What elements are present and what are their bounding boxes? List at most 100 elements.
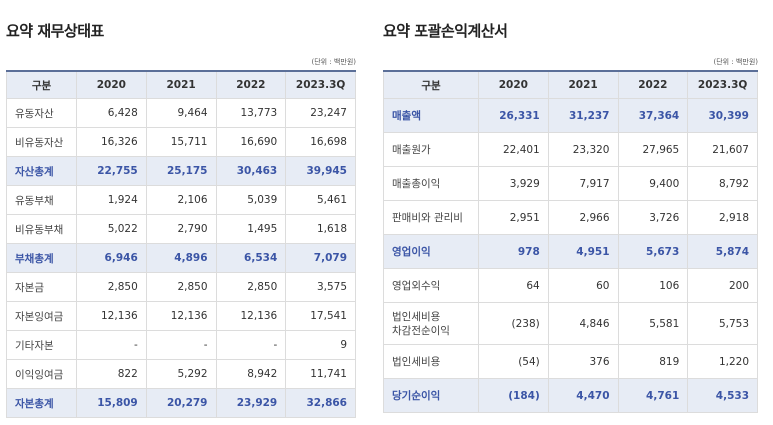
- value-cell: 5,292: [145, 359, 217, 389]
- income-statement-unit: (단위 : 백만원): [713, 58, 758, 66]
- value-cell: 819: [617, 344, 689, 379]
- value-cell: 27,965: [617, 132, 689, 167]
- header-cell: 2021: [145, 70, 217, 99]
- income-statement-table: 구분 2020 2021 2022 2023.3Q 매출액 26,331 31,23…: [383, 70, 758, 413]
- value-cell: 2,850: [215, 272, 287, 302]
- value-cell: 13,773: [215, 98, 287, 128]
- row-label: 법인세비용 차감전순이익: [383, 302, 479, 345]
- value-cell: 16,698: [285, 127, 356, 157]
- value-cell: 2,850: [145, 272, 217, 302]
- value-cell: 106: [617, 268, 689, 303]
- value-cell: (184): [478, 378, 549, 413]
- value-cell: 9,464: [145, 98, 217, 128]
- row-label: 당기순이익: [383, 378, 479, 413]
- balance-sheet-title: 요약 재무상태표: [6, 22, 104, 40]
- value-cell: 8,792: [687, 166, 758, 201]
- table-row: 이익잉여금 822 5,292 8,942 11,741: [6, 359, 356, 389]
- value-cell: 9,400: [617, 166, 689, 201]
- value-cell: 2,106: [145, 185, 217, 215]
- table-row: 법인세비용 (54) 376 819 1,220: [383, 344, 758, 379]
- value-cell: 7,917: [547, 166, 619, 201]
- value-cell: 15,809: [76, 388, 147, 418]
- table-row: 매출총이익 3,929 7,917 9,400 8,792: [383, 166, 758, 201]
- value-cell: 64: [478, 268, 549, 303]
- value-cell: 11,741: [285, 359, 356, 389]
- value-cell: 6,534: [215, 243, 287, 273]
- table-row: 영업이익 978 4,951 5,673 5,874: [383, 234, 758, 269]
- table-header-row: 구분 2020 2021 2022 2023.3Q: [6, 70, 356, 99]
- row-label: 자산총계: [6, 156, 77, 186]
- value-cell: -: [76, 330, 147, 360]
- table-row: 유동자산 6,428 9,464 13,773 23,247: [6, 98, 356, 128]
- value-cell: 22,401: [478, 132, 549, 167]
- table-row: 법인세비용 차감전순이익 (238) 4,846 5,581 5,753: [383, 302, 758, 345]
- value-cell: 1,220: [687, 344, 758, 379]
- row-label: 매출원가: [383, 132, 479, 167]
- row-label: 매출액: [383, 98, 479, 133]
- value-cell: 23,247: [285, 98, 356, 128]
- value-cell: 32,866: [285, 388, 356, 418]
- value-cell: 39,945: [285, 156, 356, 186]
- row-label: 이익잉여금: [6, 359, 77, 389]
- header-cell: 구분: [6, 70, 77, 99]
- value-cell: 7,079: [285, 243, 356, 273]
- value-cell: 4,896: [145, 243, 217, 273]
- header-cell: 2020: [478, 70, 549, 99]
- value-cell: 20,279: [145, 388, 217, 418]
- header-cell: 2022: [617, 70, 689, 99]
- value-cell: (54): [478, 344, 549, 379]
- value-cell: 5,753: [687, 302, 758, 345]
- row-label: 자본금: [6, 272, 77, 302]
- value-cell: 2,918: [687, 200, 758, 235]
- value-cell: 5,673: [617, 234, 689, 269]
- value-cell: 31,237: [547, 98, 619, 133]
- value-cell: 1,618: [285, 214, 356, 244]
- value-cell: 5,461: [285, 185, 356, 215]
- table-row: 자본금 2,850 2,850 2,850 3,575: [6, 272, 356, 302]
- value-cell: 3,575: [285, 272, 356, 302]
- value-cell: 16,690: [215, 127, 287, 157]
- value-cell: 5,874: [687, 234, 758, 269]
- value-cell: 5,581: [617, 302, 689, 345]
- row-label: 자본총계: [6, 388, 77, 418]
- table-row: 영업외수익 64 60 106 200: [383, 268, 758, 303]
- table-row: 비유동자산 16,326 15,711 16,690 16,698: [6, 127, 356, 157]
- value-cell: 2,951: [478, 200, 549, 235]
- header-cell: 2022: [215, 70, 287, 99]
- header-cell: 2021: [547, 70, 619, 99]
- row-label: 유동부채: [6, 185, 77, 215]
- income-statement-title: 요약 포괄손익계산서: [383, 22, 508, 40]
- value-cell: 3,929: [478, 166, 549, 201]
- value-cell: 4,533: [687, 378, 758, 413]
- value-cell: 2,966: [547, 200, 619, 235]
- value-cell: 23,320: [547, 132, 619, 167]
- row-label: 기타자본: [6, 330, 77, 360]
- row-label: 영업이익: [383, 234, 479, 269]
- value-cell: 6,946: [76, 243, 147, 273]
- value-cell: 4,761: [617, 378, 689, 413]
- header-cell: 구분: [383, 70, 479, 99]
- value-cell: 12,136: [145, 301, 217, 331]
- value-cell: 4,846: [547, 302, 619, 345]
- balance-sheet-table: 구분 2020 2021 2022 2023.3Q 유동자산 6,428 9,464…: [6, 70, 356, 418]
- header-cell: 2023.3Q: [285, 70, 356, 99]
- value-cell: 8,942: [215, 359, 287, 389]
- row-label-line: 법인세비용: [392, 310, 441, 323]
- value-cell: 30,463: [215, 156, 287, 186]
- value-cell: 3,726: [617, 200, 689, 235]
- value-cell: 23,929: [215, 388, 287, 418]
- value-cell: 376: [547, 344, 619, 379]
- table-row: 자본총계 15,809 20,279 23,929 32,866: [6, 388, 356, 418]
- value-cell: 22,755: [76, 156, 147, 186]
- header-cell: 2023.3Q: [687, 70, 758, 99]
- value-cell: 1,924: [76, 185, 147, 215]
- row-label: 법인세비용: [383, 344, 479, 379]
- table-row: 자본잉여금 12,136 12,136 12,136 17,541: [6, 301, 356, 331]
- value-cell: 822: [76, 359, 147, 389]
- value-cell: 1,495: [215, 214, 287, 244]
- value-cell: 16,326: [76, 127, 147, 157]
- value-cell: 2,850: [76, 272, 147, 302]
- row-label: 자본잉여금: [6, 301, 77, 331]
- income-statement-body: 매출액 26,331 31,237 37,364 30,399 매출원가 22,401 23,…: [383, 98, 758, 413]
- balance-sheet-unit: (단위 : 백만원): [311, 58, 356, 66]
